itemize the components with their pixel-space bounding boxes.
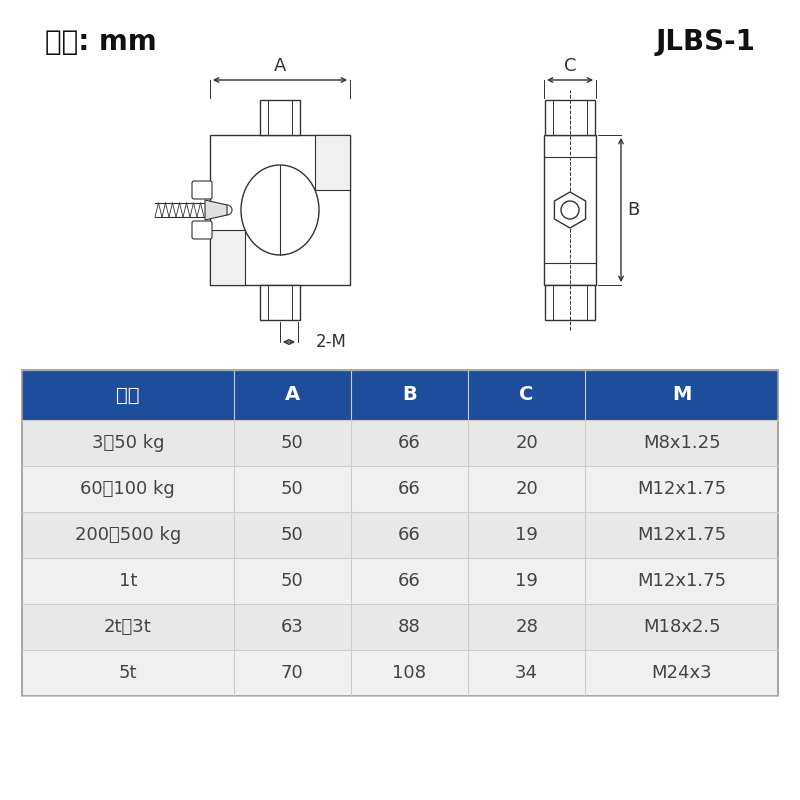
Bar	[210, 135, 350, 285]
Text: A: A	[274, 57, 286, 75]
Text: 88: 88	[398, 618, 421, 636]
Text: 50: 50	[281, 526, 304, 544]
Text: 20: 20	[515, 480, 538, 498]
Text: 70: 70	[281, 664, 304, 682]
Bar	[315, 135, 350, 190]
Bar	[22, 466, 778, 512]
Bar	[22, 650, 778, 696]
Text: 1t: 1t	[118, 572, 137, 590]
Bar	[22, 420, 778, 466]
Bar	[268, 100, 292, 135]
Bar	[22, 370, 778, 420]
Text: 3～50 kg: 3～50 kg	[91, 434, 164, 452]
Text: 66: 66	[398, 480, 421, 498]
Bar	[260, 285, 300, 320]
Bar	[22, 512, 778, 558]
Bar	[210, 230, 245, 285]
Text: 50: 50	[281, 434, 304, 452]
Ellipse shape	[241, 165, 319, 255]
Text: M18x2.5: M18x2.5	[642, 618, 721, 636]
Bar	[268, 285, 292, 320]
Text: 60～100 kg: 60～100 kg	[81, 480, 175, 498]
Text: 50: 50	[281, 572, 304, 590]
Circle shape	[561, 201, 579, 219]
Text: B: B	[402, 386, 417, 405]
Bar	[545, 285, 595, 320]
Text: 20: 20	[515, 434, 538, 452]
Text: C: C	[519, 386, 534, 405]
Text: 108: 108	[393, 664, 426, 682]
Polygon shape	[554, 192, 586, 228]
FancyBboxPatch shape	[192, 181, 212, 199]
Text: 34: 34	[515, 664, 538, 682]
Bar	[545, 100, 595, 135]
Bar	[22, 604, 778, 650]
Text: M8x1.25: M8x1.25	[642, 434, 721, 452]
Text: 19: 19	[515, 572, 538, 590]
Text: 28: 28	[515, 618, 538, 636]
Bar	[553, 285, 587, 320]
Text: M12x1.75: M12x1.75	[637, 572, 726, 590]
Circle shape	[222, 205, 232, 215]
Polygon shape	[205, 200, 227, 220]
Text: C: C	[564, 57, 576, 75]
Text: A: A	[285, 386, 300, 405]
Text: M12x1.75: M12x1.75	[637, 526, 726, 544]
Text: 66: 66	[398, 526, 421, 544]
Text: JLBS-1: JLBS-1	[655, 28, 755, 56]
Bar	[22, 558, 778, 604]
Text: 50: 50	[281, 480, 304, 498]
Bar	[553, 100, 587, 135]
Text: 2-M: 2-M	[316, 333, 347, 351]
Text: M: M	[672, 386, 691, 405]
Text: 200～500 kg: 200～500 kg	[74, 526, 181, 544]
Text: M24x3: M24x3	[651, 664, 712, 682]
Text: 66: 66	[398, 572, 421, 590]
Text: 19: 19	[515, 526, 538, 544]
Bar	[544, 135, 596, 285]
Text: 63: 63	[281, 618, 304, 636]
FancyBboxPatch shape	[192, 221, 212, 239]
Text: 2t、3t: 2t、3t	[104, 618, 152, 636]
Text: 66: 66	[398, 434, 421, 452]
Text: M12x1.75: M12x1.75	[637, 480, 726, 498]
Bar	[22, 370, 778, 696]
Text: 5t: 5t	[118, 664, 137, 682]
Bar	[260, 100, 300, 135]
Text: 量程: 量程	[116, 386, 139, 405]
Text: B: B	[627, 201, 639, 219]
Text: 尺寸: mm: 尺寸: mm	[45, 28, 157, 56]
